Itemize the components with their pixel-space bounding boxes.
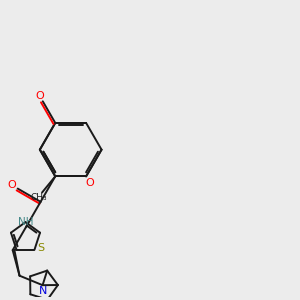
Text: N: N	[38, 286, 47, 296]
Text: O: O	[35, 91, 44, 101]
Text: O: O	[8, 180, 16, 190]
Text: O: O	[85, 178, 94, 188]
Text: NH: NH	[18, 217, 34, 227]
Text: S: S	[37, 243, 44, 253]
Text: CH₃: CH₃	[30, 193, 47, 202]
